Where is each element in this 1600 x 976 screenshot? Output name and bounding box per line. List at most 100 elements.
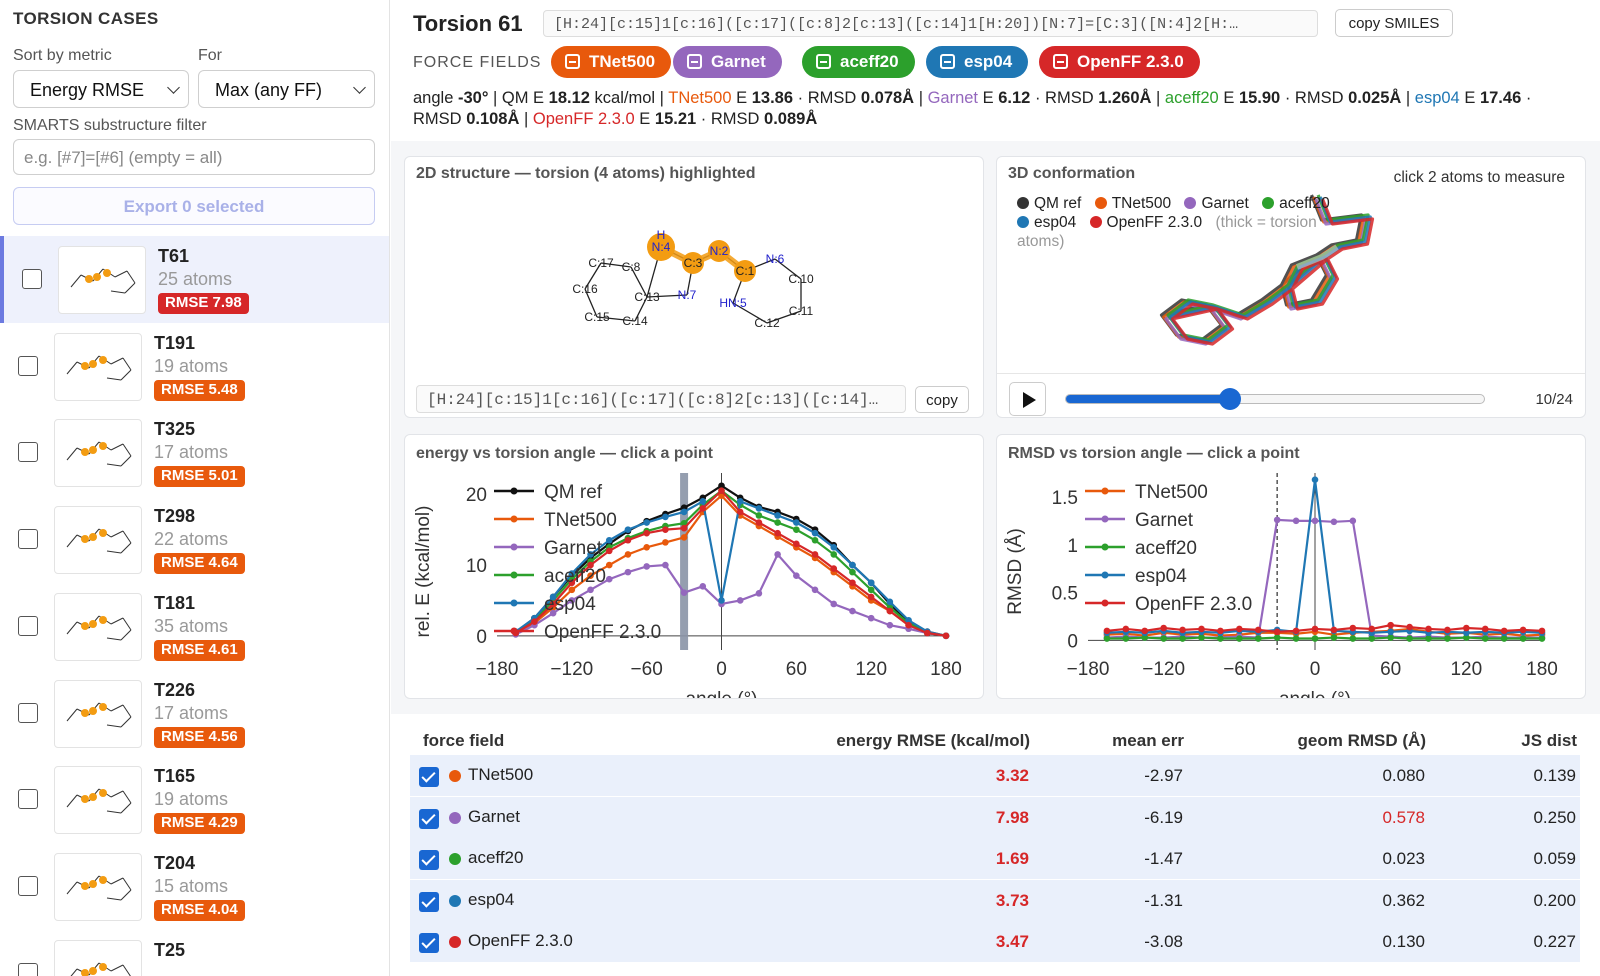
- data-point[interactable]: [1500, 635, 1508, 642]
- data-point[interactable]: [811, 551, 819, 558]
- ff-toggle-garnet[interactable]: Garnet: [673, 46, 782, 78]
- data-point[interactable]: [793, 526, 800, 533]
- data-point[interactable]: [774, 519, 781, 526]
- data-point[interactable]: [867, 593, 875, 601]
- col-header-mean[interactable]: mean err: [1112, 731, 1184, 750]
- series-line[interactable]: [515, 499, 947, 637]
- row-checkbox[interactable]: [419, 933, 439, 953]
- atom-label[interactable]: N:6: [766, 252, 785, 266]
- data-point[interactable]: [849, 568, 856, 576]
- data-point[interactable]: [662, 561, 669, 569]
- data-point[interactable]: [1311, 635, 1319, 642]
- atom-label[interactable]: C:10: [788, 272, 814, 286]
- slider-thumb[interactable]: [1218, 388, 1241, 410]
- data-point[interactable]: [1463, 634, 1470, 641]
- data-point[interactable]: [643, 529, 650, 537]
- atom-label[interactable]: C:11: [789, 304, 814, 318]
- case-checkbox[interactable]: [18, 875, 38, 896]
- row-checkbox[interactable]: [419, 808, 439, 829]
- data-point[interactable]: [568, 570, 576, 577]
- frame-slider[interactable]: [1065, 388, 1485, 410]
- data-point[interactable]: [1519, 635, 1527, 642]
- atom-label[interactable]: C:3: [684, 256, 703, 270]
- data-point[interactable]: [886, 598, 894, 606]
- data-point[interactable]: [605, 575, 613, 583]
- data-point[interactable]: [849, 607, 856, 615]
- data-point[interactable]: [718, 487, 725, 494]
- atom-label[interactable]: C:1: [736, 264, 755, 278]
- data-point[interactable]: [793, 540, 800, 548]
- data-point[interactable]: [1273, 634, 1281, 641]
- data-point[interactable]: [736, 498, 744, 505]
- case-checkbox[interactable]: [18, 355, 38, 376]
- data-point[interactable]: [1538, 627, 1546, 635]
- data-point[interactable]: [1500, 627, 1508, 635]
- data-point[interactable]: [605, 547, 613, 555]
- data-point[interactable]: [830, 551, 838, 558]
- table-row[interactable]: esp04 3.73 -1.31 0.362 0.200: [410, 879, 1580, 921]
- data-point[interactable]: [718, 482, 725, 490]
- data-point[interactable]: [1330, 626, 1338, 634]
- selected-angle-marker[interactable]: [680, 473, 689, 650]
- case-checkbox[interactable]: [18, 962, 38, 976]
- data-point[interactable]: [1292, 635, 1300, 642]
- energy-chart[interactable]: energy vs torsion angle — click a point −…: [405, 435, 984, 699]
- for-select[interactable]: Max (any FF): [198, 70, 375, 108]
- data-point[interactable]: [1349, 635, 1357, 642]
- data-point[interactable]: [605, 536, 613, 544]
- atom-label[interactable]: C:16: [572, 282, 598, 296]
- data-point[interactable]: [774, 551, 781, 558]
- data-point[interactable]: [699, 498, 707, 505]
- case-checkbox[interactable]: [18, 702, 38, 723]
- data-point[interactable]: [1444, 635, 1451, 642]
- data-point[interactable]: [755, 590, 763, 597]
- data-point[interactable]: [718, 597, 725, 604]
- data-point[interactable]: [1425, 625, 1432, 633]
- ff-toggle-tnet500[interactable]: TNet500: [551, 46, 672, 78]
- data-point[interactable]: [1311, 517, 1319, 525]
- data-point[interactable]: [905, 621, 912, 629]
- data-point[interactable]: [680, 508, 688, 516]
- data-point[interactable]: [587, 586, 594, 594]
- data-point[interactable]: [587, 551, 594, 558]
- data-point[interactable]: [1122, 625, 1130, 633]
- atom-label[interactable]: C:17: [588, 256, 614, 270]
- series-line[interactable]: [515, 552, 947, 637]
- table-row[interactable]: OpenFF 2.3.0 3.47 -3.08 0.130 0.227: [410, 921, 1580, 962]
- data-point[interactable]: [587, 561, 594, 569]
- data-point[interactable]: [1273, 516, 1281, 524]
- data-point[interactable]: [1217, 635, 1224, 642]
- data-point[interactable]: [1387, 634, 1394, 641]
- data-point[interactable]: [587, 572, 594, 579]
- case-item[interactable]: T226 17 atoms RMSE 4.56: [0, 669, 389, 758]
- play-button[interactable]: [1009, 382, 1046, 416]
- data-point[interactable]: [905, 616, 912, 624]
- atom-label[interactable]: C:8: [622, 260, 641, 274]
- data-point[interactable]: [699, 582, 707, 590]
- data-point[interactable]: [680, 589, 688, 596]
- data-point[interactable]: [793, 519, 800, 526]
- data-point[interactable]: [1519, 626, 1527, 634]
- data-point[interactable]: [1160, 624, 1167, 632]
- atom-label[interactable]: N:4: [652, 240, 671, 254]
- copy-button[interactable]: copy: [915, 386, 969, 413]
- data-point[interactable]: [1425, 635, 1432, 642]
- data-point[interactable]: [549, 593, 557, 601]
- data-point[interactable]: [793, 572, 800, 579]
- data-point[interactable]: [643, 563, 650, 570]
- case-checkbox[interactable]: [18, 442, 38, 463]
- data-point[interactable]: [624, 568, 632, 576]
- case-checkbox[interactable]: [18, 789, 38, 810]
- data-point[interactable]: [755, 512, 763, 519]
- table-row[interactable]: Garnet 7.98 -6.19 0.578 0.250: [410, 796, 1580, 838]
- data-point[interactable]: [662, 539, 669, 546]
- case-checkbox[interactable]: [22, 269, 42, 289]
- atom-label[interactable]: N:7: [678, 288, 697, 302]
- data-point[interactable]: [1254, 626, 1262, 634]
- series-line[interactable]: [515, 489, 947, 637]
- series-line[interactable]: [1106, 636, 1542, 640]
- data-point[interactable]: [1236, 635, 1243, 642]
- data-point[interactable]: [624, 536, 632, 544]
- data-point[interactable]: [811, 536, 819, 544]
- case-item[interactable]: T25: [0, 929, 389, 976]
